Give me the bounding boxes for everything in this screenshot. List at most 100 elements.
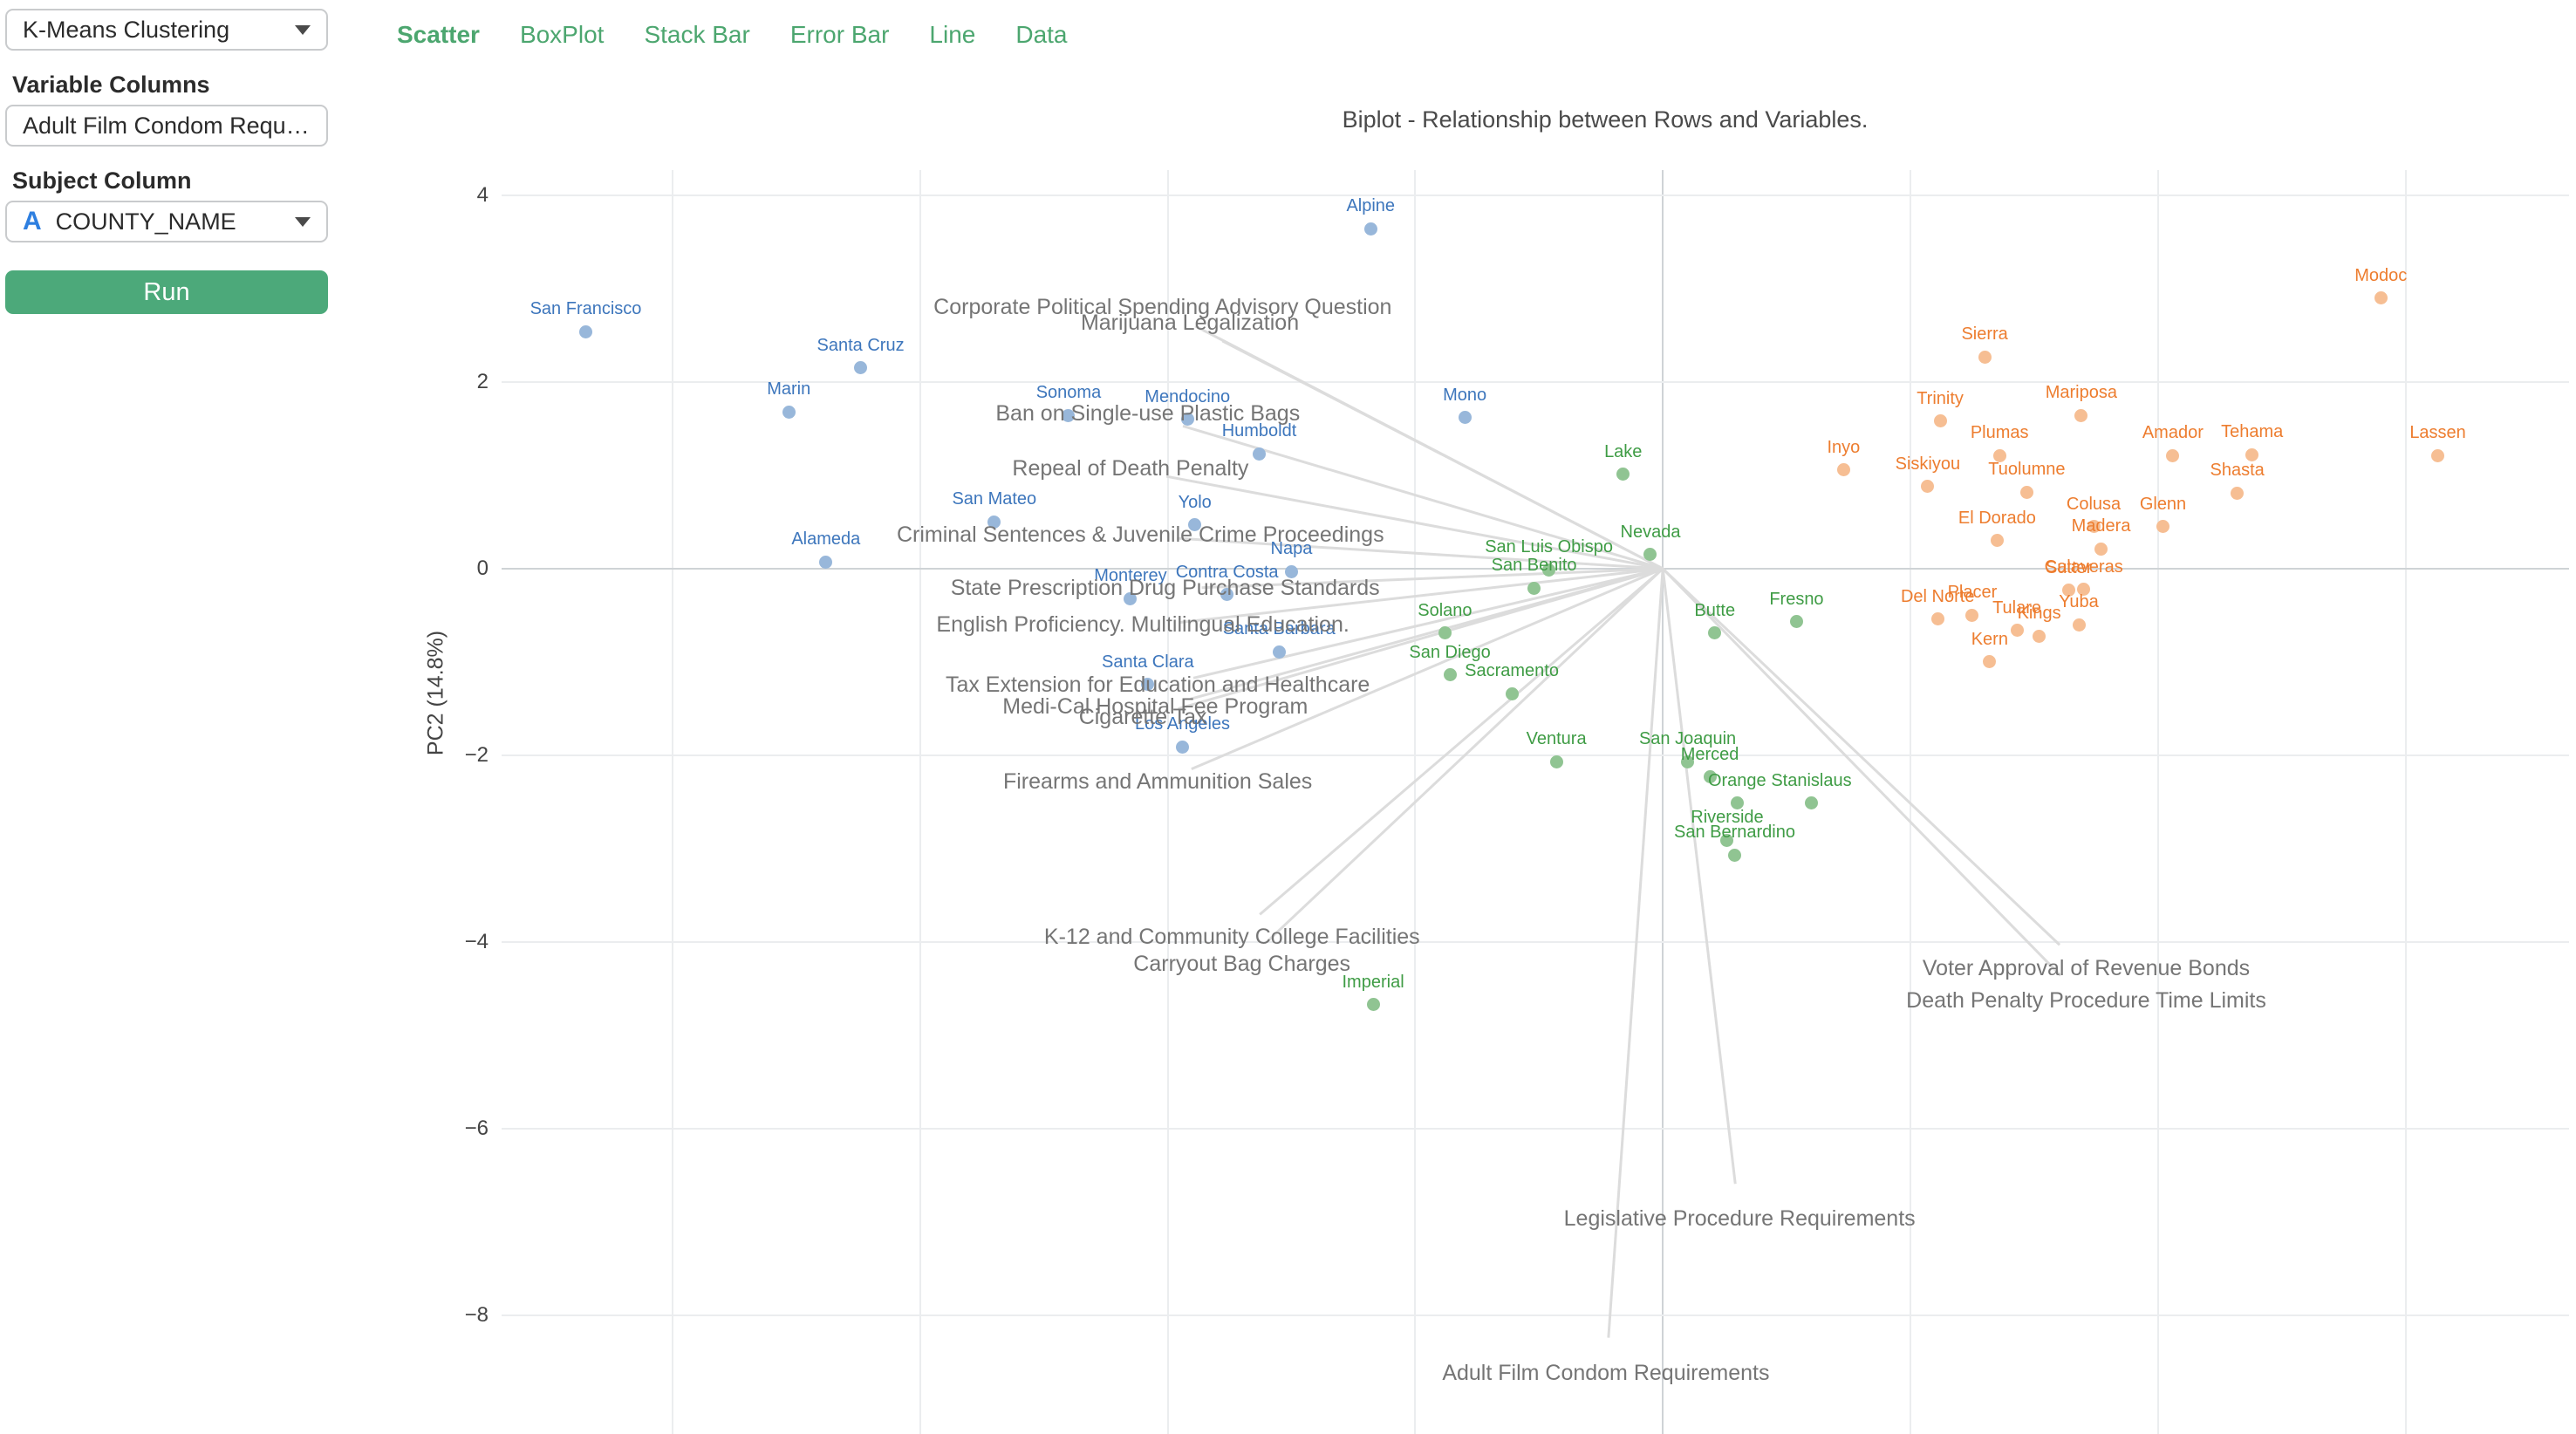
data-point-dot[interactable] [2231, 486, 2245, 500]
clustering-select[interactable]: K-Means Clustering [5, 9, 328, 51]
data-point-dot[interactable] [819, 555, 833, 569]
variable-columns-value: Adult Film Condom Requir… [23, 112, 311, 139]
y-tick-label: −6 [464, 1116, 489, 1141]
data-point-dot[interactable] [1643, 548, 1657, 562]
data-point-dot[interactable] [2431, 448, 2445, 462]
data-point-dot[interactable] [1272, 645, 1286, 659]
data-point-dot[interactable] [2374, 291, 2388, 305]
loading-line [1221, 339, 1664, 570]
data-point-dot[interactable] [782, 405, 796, 419]
loading-line [1179, 567, 1664, 625]
data-point-dot[interactable] [1978, 350, 1992, 364]
tab-data[interactable]: Data [1015, 21, 1068, 48]
horizontal-gridline [502, 194, 2569, 196]
data-point-dot[interactable] [1180, 413, 1194, 427]
data-point-dot[interactable] [1933, 414, 1947, 428]
data-point-dot[interactable] [2033, 629, 2046, 643]
data-point-dot[interactable] [1681, 755, 1695, 768]
data-point-dot[interactable] [1990, 534, 2004, 548]
data-point-dot[interactable] [1363, 222, 1377, 236]
horizontal-gridline [502, 380, 2569, 383]
data-point-dot[interactable] [1921, 480, 1935, 494]
data-point-dot[interactable] [1616, 468, 1630, 481]
data-point-dot[interactable] [1836, 463, 1850, 477]
data-point-dot[interactable] [2062, 584, 2076, 598]
data-point-dot[interactable] [1549, 755, 1563, 768]
data-point-dot[interactable] [1284, 564, 1298, 578]
data-point-dot[interactable] [1965, 608, 1979, 622]
data-point-dot[interactable] [2087, 520, 2101, 534]
data-point-dot[interactable] [1220, 588, 1234, 602]
y-axis-title: PC2 (14.8%) [423, 630, 448, 756]
data-point-dot[interactable] [1983, 655, 1997, 669]
loading-line [1178, 567, 1664, 711]
tab-stack-bar[interactable]: Stack Bar [644, 21, 750, 48]
loading-vectors [1165, 324, 2062, 1338]
data-point-dot[interactable] [854, 361, 868, 375]
data-point-dot[interactable] [1703, 770, 1717, 784]
data-point-dot[interactable] [2074, 408, 2088, 422]
text-type-icon: A [23, 207, 42, 236]
sidebar: K-Means Clustering Variable Columns Adul… [0, 0, 366, 1434]
y-tick-label: −2 [464, 742, 489, 767]
data-point-dot[interactable] [2010, 624, 2024, 638]
data-point-dot[interactable] [2094, 542, 2108, 556]
data-point-dot[interactable] [1930, 612, 1944, 626]
vertical-gridline [919, 170, 921, 1434]
y-tick-label: −8 [464, 1303, 489, 1328]
data-point-dot[interactable] [1458, 411, 1472, 425]
data-point-dot[interactable] [1542, 563, 1556, 577]
data-point-dot[interactable] [2072, 618, 2086, 632]
y-tick-label: −4 [464, 930, 489, 954]
horizontal-gridline [502, 1128, 2569, 1130]
loading-line [1182, 424, 1664, 570]
data-point-dot[interactable] [2077, 583, 2091, 596]
plot-area[interactable]: San Francisco Santa Cruz Marin Alpine Sonoma… [502, 170, 2569, 1434]
data-point-dot[interactable] [1804, 796, 1818, 810]
loading-line [1661, 568, 1737, 1185]
tab-line[interactable]: Line [929, 21, 976, 48]
vertical-gridline [671, 170, 673, 1434]
run-button[interactable]: Run [5, 270, 328, 314]
tab-scatter[interactable]: Scatter [397, 21, 480, 48]
data-point-dot[interactable] [1708, 626, 1722, 640]
data-point-dot[interactable] [1366, 998, 1380, 1012]
loading-line [1662, 567, 2061, 946]
subject-column-select[interactable]: A COUNTY_NAME [5, 201, 328, 242]
chevron-down-icon [295, 216, 311, 227]
x-zeroline [1662, 170, 1664, 1434]
tab-boxplot[interactable]: BoxPlot [519, 21, 605, 48]
data-point-dot[interactable] [1443, 668, 1457, 682]
data-point-dot[interactable] [1141, 678, 1155, 692]
loading-line [1268, 567, 1664, 942]
variable-columns-field[interactable]: Adult Film Condom Requir… [5, 105, 328, 147]
data-point-dot[interactable] [579, 324, 592, 338]
tab-error-bar[interactable]: Error Bar [789, 21, 890, 48]
data-point-dot[interactable] [1727, 848, 1741, 862]
variable-columns-label: Variable Columns [12, 72, 210, 98]
data-point-dot[interactable] [2245, 447, 2259, 461]
data-point-dot[interactable] [1188, 518, 1202, 532]
data-point-dot[interactable] [1992, 448, 2006, 462]
data-point-dot[interactable] [2019, 485, 2033, 499]
horizontal-gridline [502, 754, 2569, 756]
data-point-dot[interactable] [1062, 408, 1076, 422]
subject-column-value: COUNTY_NAME [55, 208, 236, 235]
data-point-dot[interactable] [1253, 447, 1267, 461]
data-point-dot[interactable] [1527, 581, 1541, 595]
data-point-dot[interactable] [1438, 626, 1452, 640]
data-point-dot[interactable] [1124, 591, 1138, 605]
data-point-dot[interactable] [1720, 833, 1734, 847]
loading-line [1201, 567, 1664, 590]
data-point-dot[interactable] [1505, 686, 1519, 700]
loading-line [1662, 567, 2062, 977]
data-point-dot[interactable] [2156, 520, 2169, 534]
horizontal-gridline [502, 1314, 2569, 1317]
data-point-dot[interactable] [1730, 796, 1744, 810]
data-point-dot[interactable] [2166, 448, 2180, 462]
clustering-select-value: K-Means Clustering [23, 16, 230, 43]
data-point-dot[interactable] [1176, 740, 1190, 754]
data-point-dot[interactable] [987, 515, 1001, 529]
chart-tabs: Scatter BoxPlot Stack Bar Error Bar Line Data [397, 21, 1068, 49]
data-point-dot[interactable] [1789, 615, 1803, 629]
